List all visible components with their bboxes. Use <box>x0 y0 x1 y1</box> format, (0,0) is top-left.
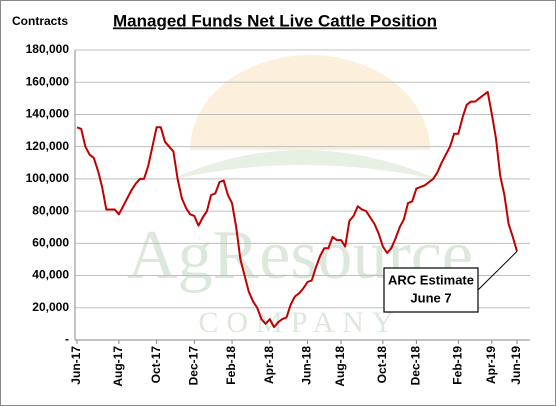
x-tick-label: Jun-18 <box>300 346 314 385</box>
watermark-tagline: COMPANY <box>198 306 401 339</box>
x-tick-label: Dec-18 <box>409 346 423 386</box>
y-tick-label: 80,000 <box>32 203 69 217</box>
y-tick-label: 160,000 <box>26 74 70 88</box>
x-tick-label: Oct-17 <box>149 346 163 384</box>
annotation-box <box>383 267 479 313</box>
x-tick-label: Apr-19 <box>484 346 498 384</box>
y-tick-label: 120,000 <box>26 139 70 153</box>
x-tick-label: Oct-18 <box>375 346 389 384</box>
x-tick-label: Apr-18 <box>262 346 276 384</box>
x-tick-label: Feb-19 <box>451 346 465 385</box>
x-tick-label: Jun-17 <box>69 346 83 385</box>
y-tick-label: 40,000 <box>32 268 69 282</box>
x-tick-label: Aug-18 <box>333 346 347 387</box>
data-line <box>76 90 518 329</box>
x-tick-label: Dec-17 <box>187 346 201 386</box>
x-tick-label: Jun-19 <box>509 346 523 385</box>
y-tick-label: 20,000 <box>32 300 69 314</box>
x-tick-label: Feb-18 <box>224 346 238 385</box>
x-tick-label: Aug-17 <box>111 346 125 387</box>
y-axis-label: Contracts <box>12 14 68 28</box>
y-tick-label: 180,000 <box>26 42 70 56</box>
y-tick-label: 60,000 <box>32 236 69 250</box>
y-tick-label: 100,000 <box>26 171 70 185</box>
watermark-sun <box>170 55 440 180</box>
y-tick-label: 140,000 <box>26 107 70 121</box>
annotation-text: June 7 <box>410 290 451 305</box>
annotation-text: ARC Estimate <box>388 272 474 287</box>
chart-title: Managed Funds Net Live Cattle Position <box>113 11 437 30</box>
annotation-connector <box>477 251 518 291</box>
y-tick-label: - <box>65 332 69 346</box>
